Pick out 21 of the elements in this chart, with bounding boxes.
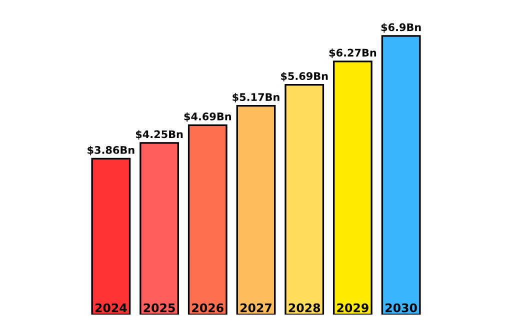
- bar: [236, 104, 276, 315]
- x-tick-label: 2025: [144, 303, 175, 312]
- x-tick-label: 2027: [240, 303, 272, 312]
- data-label: $4.69Bn: [184, 112, 231, 122]
- data-label: $3.86Bn: [88, 146, 134, 156]
- data-label: $5.69Bn: [281, 72, 328, 82]
- x-tick-label: 2028: [288, 303, 320, 312]
- data-label: $4.25Bn: [136, 130, 183, 140]
- bar: [284, 84, 324, 315]
- bar: [140, 142, 179, 315]
- bar: [381, 35, 421, 315]
- bar: [333, 60, 372, 315]
- x-tick-label: 2030: [386, 303, 417, 312]
- x-tick-label: 2026: [192, 303, 224, 312]
- bar: [188, 124, 228, 315]
- x-tick-label: 2029: [337, 303, 368, 312]
- bar: [91, 158, 131, 315]
- x-tick-label: 2024: [95, 303, 127, 312]
- data-label: $5.17Bn: [232, 92, 280, 102]
- data-label: $6.9Bn: [381, 23, 421, 33]
- data-label: $6.27Bn: [329, 48, 376, 58]
